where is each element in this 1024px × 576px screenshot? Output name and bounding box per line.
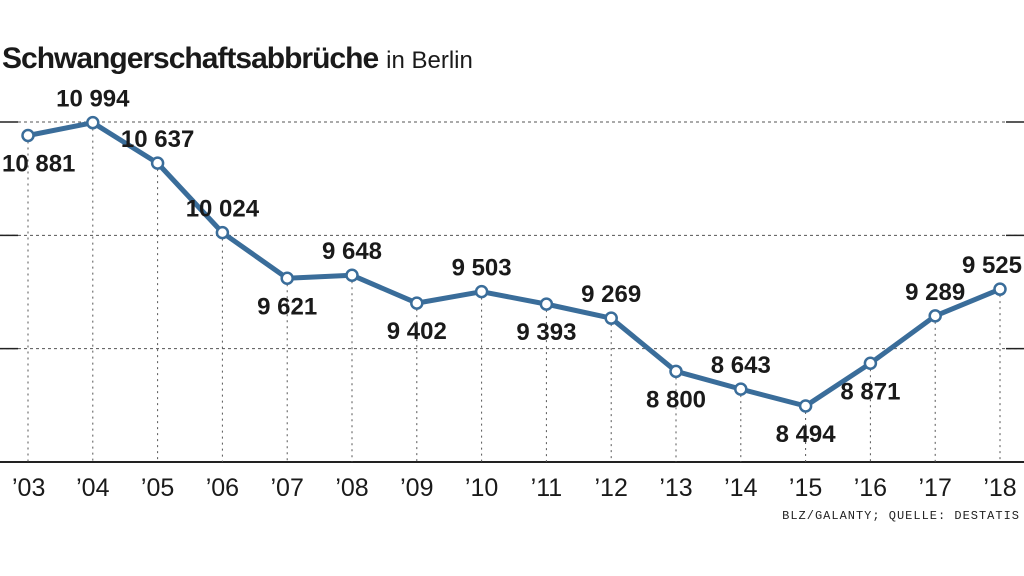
data-labels: 10 881 10 994 10 637 10 024 9 621 9 648 9 402 9… [2,86,1022,448]
x-tick-label: ’13 [659,474,692,502]
data-label: 9 525 [962,252,1022,279]
data-label: 8 800 [646,386,706,413]
data-point [345,268,359,282]
data-point [928,309,942,323]
x-tick-label: ’14 [724,474,757,502]
x-tick-label: ’03 [12,474,45,502]
x-tick-label: ’07 [271,474,304,502]
data-label: 10 024 [186,196,260,223]
data-point [604,311,618,325]
x-tick-label: ’18 [983,474,1016,502]
data-label: 8 494 [776,421,837,448]
data-label: 8 643 [711,352,771,379]
x-tick-label: ’12 [595,474,628,502]
x-tick-label: ’05 [141,474,174,502]
data-point [410,296,424,310]
data-label: 9 269 [581,281,641,308]
series-line [25,120,1003,409]
data-point [150,156,165,170]
x-axis-ticks: ’03 ’04 ’05 ’06 ’07 ’08 ’09 ’10 ’11 ’12 ’13 ’14 ’15 ’… [12,474,1017,502]
chart-subtitle: in Berlin [386,47,473,74]
x-tick-label: ’17 [919,474,952,502]
x-tick-label: ’11 [531,474,563,502]
data-label: 10 881 [2,150,75,177]
x-tick-label: ’09 [400,474,433,502]
data-label: 9 289 [905,279,965,306]
data-point [215,225,230,240]
chart-title: Schwangerschaftsabbrüche [2,42,379,75]
data-point [863,356,878,371]
data-label: 10 994 [56,86,130,113]
x-tick-label: ’10 [465,474,498,502]
x-tick-label: ’04 [76,474,109,502]
data-label: 9 393 [516,319,576,346]
data-point [669,364,683,379]
series-line-layer [25,120,1003,409]
grid-layer [0,121,1024,463]
x-tick-label: ’15 [789,474,822,502]
data-label: 10 637 [121,126,194,153]
data-point [280,271,294,286]
data-label: 8 871 [840,378,900,405]
chart-title-row: Schwangerschaftsabbrüche in Berlin [2,42,473,76]
data-point [539,297,554,311]
data-point [21,128,35,143]
x-tick-label: ’08 [335,474,368,502]
x-tick-label: ’16 [854,474,887,502]
data-point [474,284,489,299]
data-points [21,115,1007,413]
data-label: 9 648 [322,238,382,265]
data-label: 9 402 [387,318,447,345]
data-point [734,382,748,396]
data-label: 9 621 [257,293,317,320]
data-point [86,115,100,130]
data-point [798,399,813,413]
data-point [993,282,1007,296]
source-credit: BLZ/GALANTY; QUELLE: DESTATIS [782,509,1020,523]
x-tick-label: ’06 [206,474,239,502]
data-label: 9 503 [452,255,512,282]
